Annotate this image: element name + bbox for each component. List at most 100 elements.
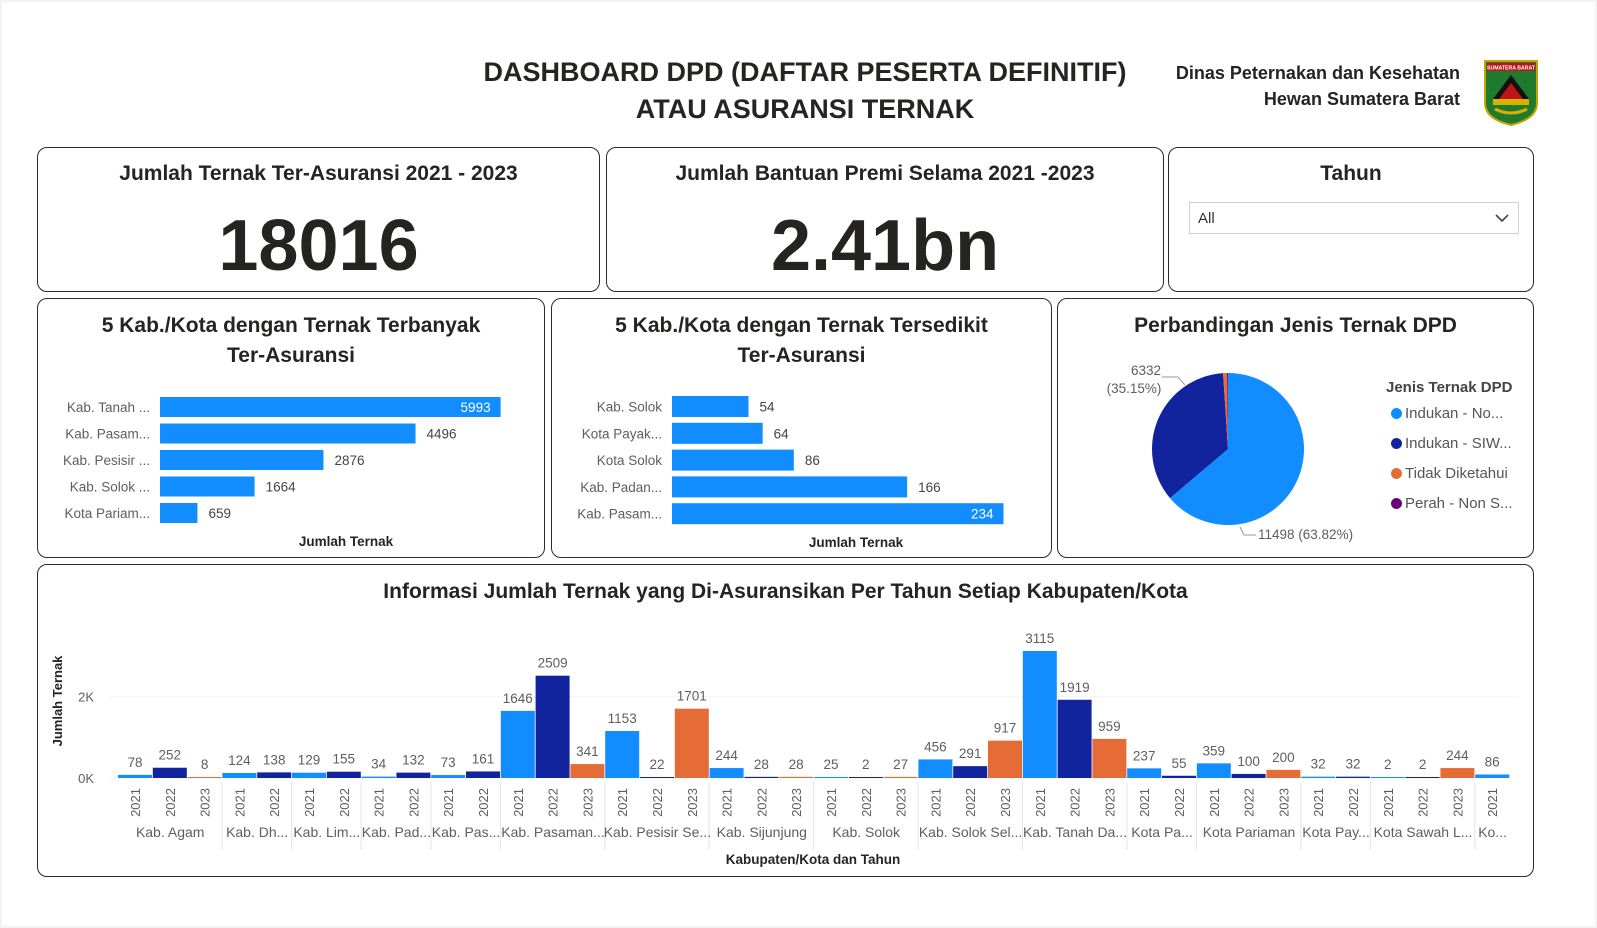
data-label: 237 bbox=[1133, 748, 1156, 763]
group-label: Kab. Tanah Da... bbox=[1023, 824, 1127, 840]
column-bar bbox=[1057, 699, 1092, 778]
org-line-1: Dinas Peternakan dan Kesehatan bbox=[1175, 63, 1460, 83]
year-tick-label: 2022 bbox=[337, 788, 352, 817]
category-label: Kota Payak... bbox=[582, 426, 662, 441]
year-tick-label: 2022 bbox=[650, 788, 665, 817]
year-tick-label: 2022 bbox=[1242, 788, 1257, 817]
column-bar bbox=[361, 776, 396, 778]
column-bar bbox=[640, 777, 674, 778]
bar bbox=[672, 449, 794, 471]
data-label: 55 bbox=[1171, 756, 1186, 771]
group-label: Kab. Dh... bbox=[226, 824, 288, 840]
column-bar bbox=[605, 730, 640, 778]
data-label: 28 bbox=[754, 757, 769, 772]
year-tick-label: 2022 bbox=[1068, 788, 1083, 817]
data-label: 1646 bbox=[503, 691, 533, 706]
column-bar bbox=[396, 772, 431, 778]
pie-chart-card: Perbandingan Jenis Ternak DPD 11498 (63.… bbox=[1057, 298, 1534, 558]
legend-marker bbox=[1391, 408, 1402, 419]
column-bar bbox=[466, 771, 500, 778]
year-tick-label: 2021 bbox=[1381, 788, 1396, 817]
bar bbox=[672, 503, 1004, 525]
column-bar bbox=[500, 710, 535, 778]
legend-marker bbox=[1391, 468, 1402, 479]
column-bar bbox=[431, 775, 466, 778]
pie-legend-item[interactable]: Indukan - No... bbox=[1391, 405, 1503, 422]
top5-title-line-1: 5 Kab./Kota dengan Ternak Terbanyak bbox=[101, 314, 481, 337]
legend-marker bbox=[1391, 438, 1402, 449]
pie-data-label: 11498 (63.82%) bbox=[1258, 527, 1353, 542]
y-tick-label: 0K bbox=[78, 771, 94, 786]
kpi-ternak-value: 18016 bbox=[218, 206, 419, 286]
group-label: Kab. Pas... bbox=[432, 824, 500, 840]
year-tick-label: 2021 bbox=[1485, 788, 1500, 817]
column-bar bbox=[1301, 776, 1336, 778]
top5-chart-card: 5 Kab./Kota dengan Ternak Terbanyak Ter-… bbox=[37, 298, 545, 558]
year-tick-label: 2022 bbox=[406, 788, 421, 817]
pie-legend-item[interactable]: Perah - Non S... bbox=[1391, 495, 1513, 512]
bar bbox=[160, 450, 324, 470]
year-tick-label: 2021 bbox=[128, 788, 143, 817]
pie-chart-title: Perbandingan Jenis Ternak DPD bbox=[1134, 314, 1457, 337]
data-label: 659 bbox=[208, 506, 231, 521]
data-label: 32 bbox=[1345, 757, 1360, 772]
year-tick-label: 2021 bbox=[1137, 788, 1152, 817]
pie-slice bbox=[1152, 373, 1228, 499]
kpi-card-premi: Jumlah Bantuan Premi Selama 2021 -2023 2… bbox=[606, 147, 1164, 292]
column-bar bbox=[257, 772, 292, 778]
data-label: 917 bbox=[994, 721, 1017, 736]
kpi-card-ternak: Jumlah Ternak Ter-Asuransi 2021 - 2023 1… bbox=[37, 147, 600, 292]
group-label: Kab. Pad... bbox=[362, 824, 431, 840]
year-tick-label: 2023 bbox=[1276, 788, 1291, 817]
column-bar bbox=[674, 708, 709, 778]
category-label: Kab. Tanah ... bbox=[67, 400, 150, 415]
group-label: Kab. Pasaman... bbox=[501, 824, 605, 840]
pie-legend-item[interactable]: Indukan - SIW... bbox=[1391, 435, 1512, 452]
data-label: 456 bbox=[924, 739, 947, 754]
column-bar bbox=[118, 774, 152, 778]
kpi-ternak-title: Jumlah Ternak Ter-Asuransi 2021 - 2023 bbox=[119, 162, 518, 185]
yearly-chart-title: Informasi Jumlah Ternak yang Di-Asuransi… bbox=[383, 580, 1188, 603]
column-bar bbox=[744, 776, 779, 778]
column-bar bbox=[1336, 776, 1370, 778]
data-label: 8 bbox=[201, 757, 209, 772]
pie-legend-item[interactable]: Tidak Diketahui bbox=[1391, 465, 1508, 482]
bottom5-title-line-2: Ter-Asuransi bbox=[737, 344, 866, 367]
data-label: 28 bbox=[789, 757, 804, 772]
column-bar bbox=[1405, 777, 1440, 778]
category-label: Kab. Pasam... bbox=[577, 507, 662, 522]
data-label: 244 bbox=[715, 748, 738, 763]
year-tick-label: 2021 bbox=[720, 788, 735, 817]
year-tick-label: 2022 bbox=[859, 788, 874, 817]
data-label: 27 bbox=[893, 757, 908, 772]
column-bar bbox=[883, 776, 918, 778]
year-tick-label: 2022 bbox=[546, 788, 561, 817]
data-label: 1664 bbox=[266, 480, 297, 495]
year-tick-label: 2023 bbox=[998, 788, 1013, 817]
data-label: 4496 bbox=[427, 427, 457, 442]
data-label: 252 bbox=[159, 748, 182, 763]
year-tick-label: 2023 bbox=[580, 788, 595, 817]
leader-line bbox=[1162, 376, 1186, 386]
column-bar bbox=[187, 777, 222, 778]
data-label: 86 bbox=[1485, 754, 1500, 769]
top5-chart-title: 5 Kab./Kota dengan Ternak Terbanyak Ter-… bbox=[38, 311, 544, 371]
column-bar bbox=[1196, 763, 1231, 778]
y-axis-title: Jumlah Ternak bbox=[50, 655, 65, 747]
data-label: 234 bbox=[971, 507, 994, 522]
data-label: 54 bbox=[760, 400, 776, 415]
top5-title-line-2: Ter-Asuransi bbox=[227, 344, 355, 367]
bottom5-title-line-1: 5 Kab./Kota dengan Ternak Tersedikit bbox=[615, 314, 988, 337]
tahun-selected-value: All bbox=[1198, 210, 1215, 227]
column-bar bbox=[848, 777, 883, 778]
tahun-dropdown[interactable]: All bbox=[1189, 202, 1519, 234]
x-axis-title: Kabupaten/Kota dan Tahun bbox=[726, 852, 901, 867]
year-tick-label: 2021 bbox=[372, 788, 387, 817]
data-label: 161 bbox=[472, 751, 495, 766]
year-tick-label: 2021 bbox=[1311, 788, 1326, 817]
column-bar bbox=[918, 759, 953, 778]
year-tick-label: 2021 bbox=[824, 788, 839, 817]
legend-label: Indukan - SIW... bbox=[1405, 435, 1512, 452]
data-label: 132 bbox=[402, 753, 425, 768]
column-bar bbox=[814, 776, 848, 778]
